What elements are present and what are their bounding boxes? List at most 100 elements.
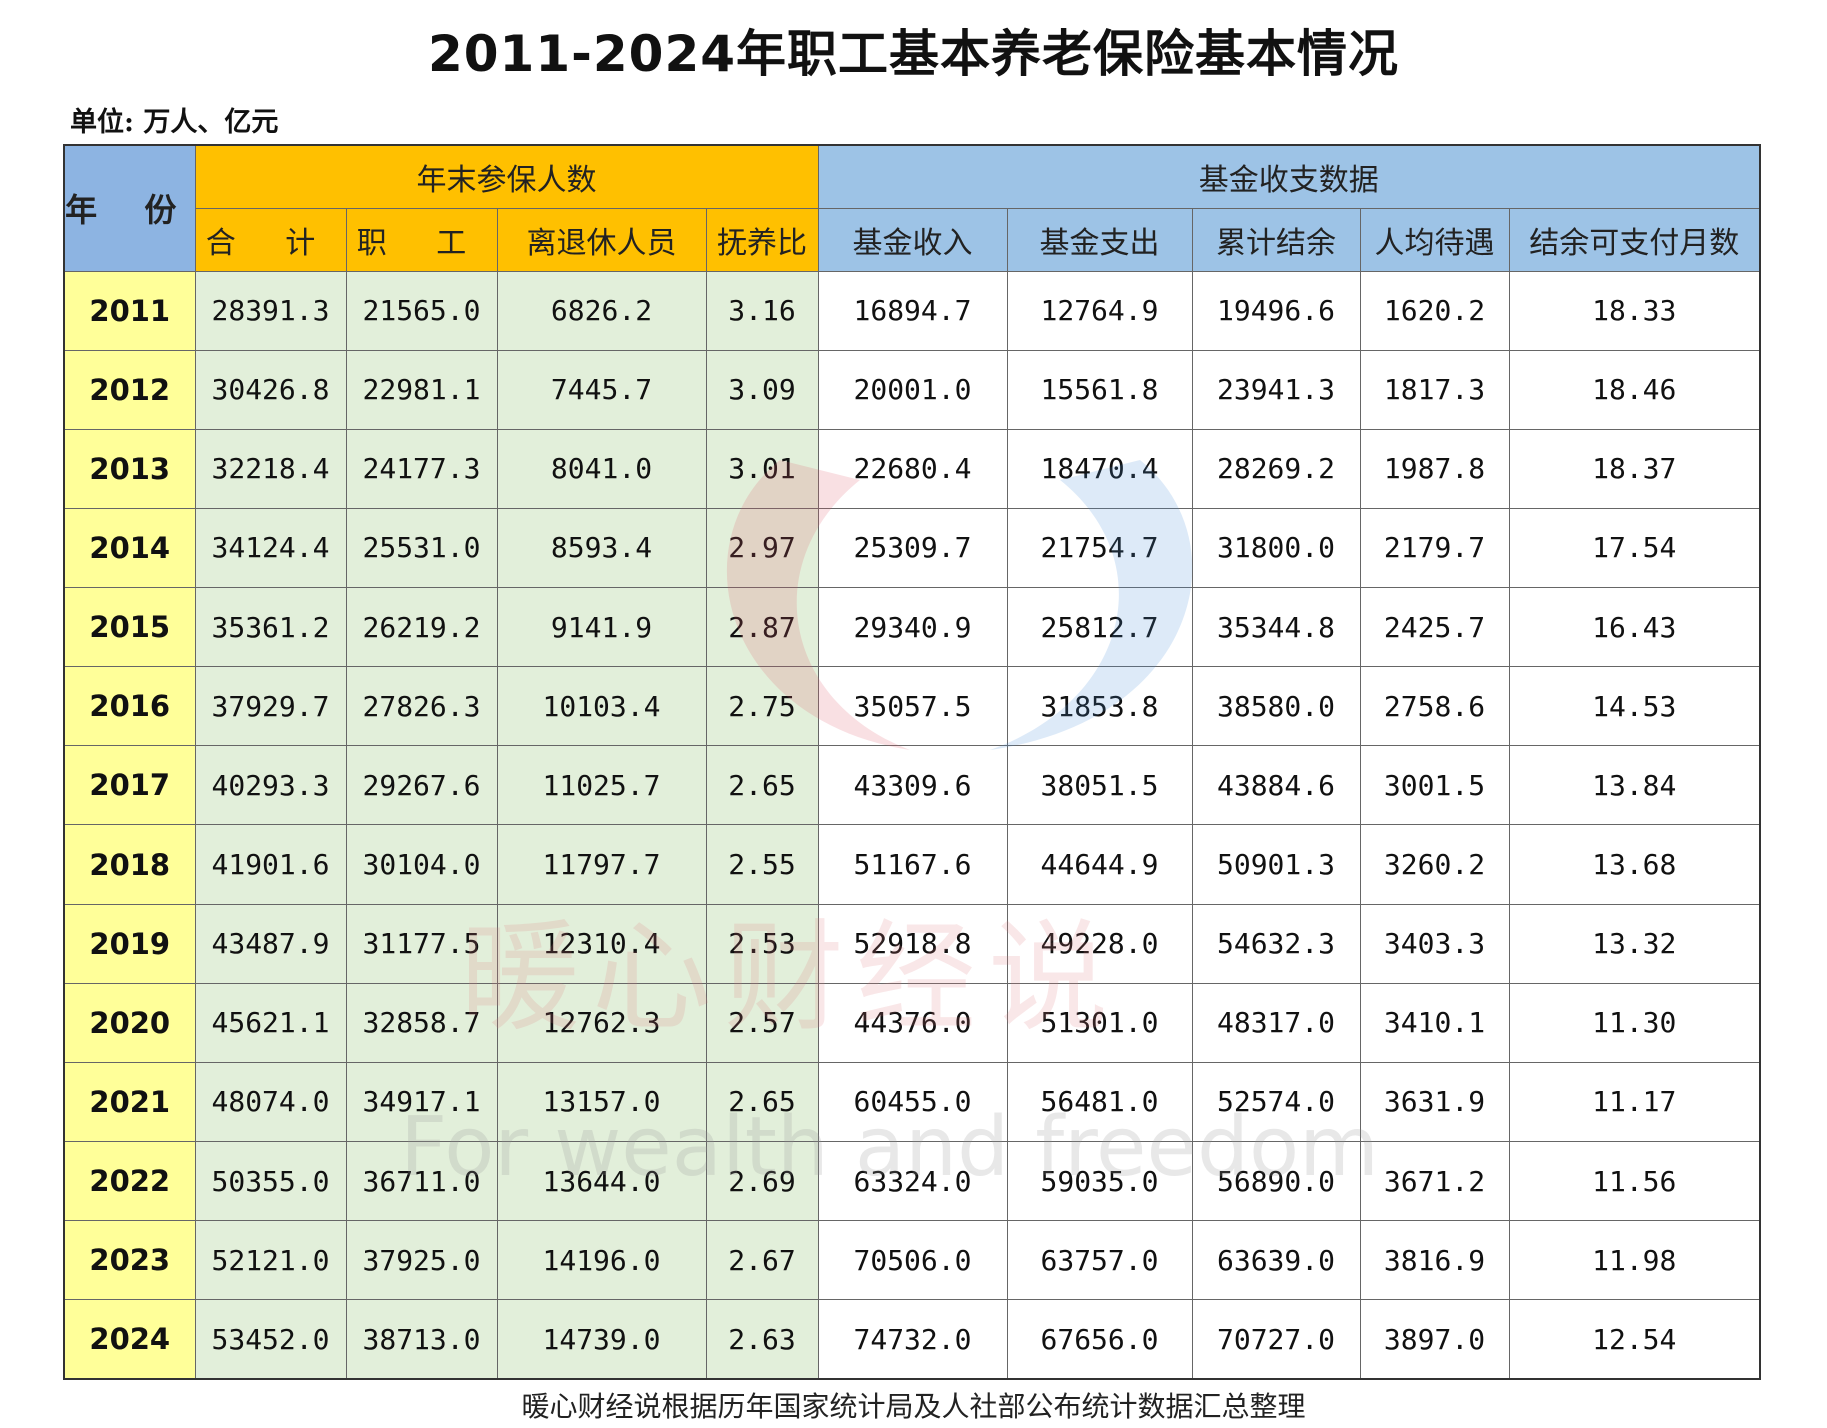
expense-cell: 12764.9 bbox=[1006, 270, 1193, 351]
column-header: 合 计 bbox=[194, 207, 347, 272]
expense-cell: 49228.0 bbox=[1006, 903, 1193, 984]
expense-cell: 31853.8 bbox=[1006, 666, 1193, 747]
year-cell: 2017 bbox=[63, 745, 196, 826]
total-cell: 41901.6 bbox=[194, 824, 347, 905]
workers-cell: 24177.3 bbox=[345, 428, 498, 509]
per-capita-cell: 3410.1 bbox=[1359, 982, 1510, 1063]
workers-cell: 31177.5 bbox=[345, 903, 498, 984]
table-row: 2020 45621.1 32858.7 12762.3 2.57 44376.0 5130… bbox=[63, 982, 1761, 1063]
page-title: 2011-2024年职工基本养老保险基本情况 bbox=[427, 25, 1400, 83]
retirees-cell: 8593.4 bbox=[496, 507, 707, 589]
unit-label: 单位: 万人、亿元 bbox=[70, 107, 279, 138]
income-cell: 44376.0 bbox=[817, 982, 1008, 1063]
column-header: 离退休人员 bbox=[496, 207, 707, 272]
expense-cell: 21754.7 bbox=[1006, 507, 1193, 589]
table-row: 2013 32218.4 24177.3 8041.0 3.01 22680.4 18470… bbox=[63, 428, 1761, 509]
ratio-cell: 2.53 bbox=[705, 903, 819, 984]
insured-group-header: 年末参保人数 bbox=[194, 144, 819, 209]
months-cell: 11.56 bbox=[1508, 1141, 1761, 1222]
year-cell: 2014 bbox=[63, 507, 196, 589]
workers-cell: 27826.3 bbox=[345, 666, 498, 747]
retirees-cell: 11797.7 bbox=[496, 824, 707, 905]
column-header: 结余可支付月数 bbox=[1508, 207, 1761, 272]
total-cell: 40293.3 bbox=[194, 745, 347, 826]
retirees-cell: 13644.0 bbox=[496, 1141, 707, 1222]
balance-cell: 28269.2 bbox=[1191, 428, 1361, 509]
year-cell: 2011 bbox=[63, 270, 196, 351]
months-cell: 13.68 bbox=[1508, 824, 1761, 905]
table-row: 2018 41901.6 30104.0 11797.7 2.55 51167.6 4464… bbox=[63, 824, 1761, 905]
balance-cell: 38580.0 bbox=[1191, 666, 1361, 747]
workers-cell: 37925.0 bbox=[345, 1220, 498, 1301]
total-cell: 48074.0 bbox=[194, 1061, 347, 1143]
table-row: 2014 34124.4 25531.0 8593.4 2.97 25309.7 21754… bbox=[63, 507, 1761, 589]
total-cell: 30426.8 bbox=[194, 349, 347, 430]
income-cell: 74732.0 bbox=[817, 1299, 1008, 1380]
table-row: 2011 28391.3 21565.0 6826.2 3.16 16894.7 12764… bbox=[63, 270, 1761, 351]
table-row: 2022 50355.0 36711.0 13644.0 2.69 63324.0 5903… bbox=[63, 1141, 1761, 1222]
table-row: 2023 52121.0 37925.0 14196.0 2.67 70506.0 6375… bbox=[63, 1220, 1761, 1301]
table-row: 2012 30426.8 22981.1 7445.7 3.09 20001.0 15561… bbox=[63, 349, 1761, 430]
workers-cell: 29267.6 bbox=[345, 745, 498, 826]
ratio-cell: 2.87 bbox=[705, 587, 819, 668]
total-cell: 37929.7 bbox=[194, 666, 347, 747]
workers-cell: 26219.2 bbox=[345, 587, 498, 668]
months-cell: 18.37 bbox=[1508, 428, 1761, 509]
per-capita-cell: 2179.7 bbox=[1359, 507, 1510, 589]
year-cell: 2020 bbox=[63, 982, 196, 1063]
workers-cell: 38713.0 bbox=[345, 1299, 498, 1380]
months-cell: 17.54 bbox=[1508, 507, 1761, 589]
per-capita-cell: 3897.0 bbox=[1359, 1299, 1510, 1380]
workers-cell: 34917.1 bbox=[345, 1061, 498, 1143]
per-capita-cell: 1817.3 bbox=[1359, 349, 1510, 430]
retirees-cell: 14196.0 bbox=[496, 1220, 707, 1301]
retirees-cell: 10103.4 bbox=[496, 666, 707, 747]
balance-cell: 50901.3 bbox=[1191, 824, 1361, 905]
workers-cell: 32858.7 bbox=[345, 982, 498, 1063]
retirees-cell: 14739.0 bbox=[496, 1299, 707, 1380]
workers-cell: 30104.0 bbox=[345, 824, 498, 905]
year-cell: 2024 bbox=[63, 1299, 196, 1380]
ratio-cell: 2.75 bbox=[705, 666, 819, 747]
per-capita-cell: 3816.9 bbox=[1359, 1220, 1510, 1301]
income-cell: 70506.0 bbox=[817, 1220, 1008, 1301]
table-row: 2015 35361.2 26219.2 9141.9 2.87 29340.9 25812… bbox=[63, 587, 1761, 668]
months-cell: 11.17 bbox=[1508, 1061, 1761, 1143]
column-header: 累计结余 bbox=[1191, 207, 1361, 272]
months-cell: 11.98 bbox=[1508, 1220, 1761, 1301]
per-capita-cell: 3260.2 bbox=[1359, 824, 1510, 905]
ratio-cell: 2.57 bbox=[705, 982, 819, 1063]
year-header: 年 份 bbox=[63, 144, 196, 272]
per-capita-cell: 3671.2 bbox=[1359, 1141, 1510, 1222]
retirees-cell: 12310.4 bbox=[496, 903, 707, 984]
workers-cell: 25531.0 bbox=[345, 507, 498, 589]
balance-cell: 56890.0 bbox=[1191, 1141, 1361, 1222]
column-header: 基金收入 bbox=[817, 207, 1008, 272]
income-cell: 51167.6 bbox=[817, 824, 1008, 905]
workers-cell: 22981.1 bbox=[345, 349, 498, 430]
expense-cell: 67656.0 bbox=[1006, 1299, 1193, 1380]
months-cell: 18.46 bbox=[1508, 349, 1761, 430]
retirees-cell: 8041.0 bbox=[496, 428, 707, 509]
months-cell: 13.32 bbox=[1508, 903, 1761, 984]
column-header: 抚养比 bbox=[705, 207, 819, 272]
income-cell: 25309.7 bbox=[817, 507, 1008, 589]
ratio-cell: 2.67 bbox=[705, 1220, 819, 1301]
workers-cell: 21565.0 bbox=[345, 270, 498, 351]
table-row: 2019 43487.9 31177.5 12310.4 2.53 52918.8 4922… bbox=[63, 903, 1761, 984]
table-row: 2021 48074.0 34917.1 13157.0 2.65 60455.0 5648… bbox=[63, 1061, 1761, 1143]
year-cell: 2012 bbox=[63, 349, 196, 430]
per-capita-cell: 2758.6 bbox=[1359, 666, 1510, 747]
ratio-cell: 3.16 bbox=[705, 270, 819, 351]
ratio-cell: 2.55 bbox=[705, 824, 819, 905]
total-cell: 43487.9 bbox=[194, 903, 347, 984]
expense-cell: 51301.0 bbox=[1006, 982, 1193, 1063]
per-capita-cell: 1620.2 bbox=[1359, 270, 1510, 351]
year-cell: 2023 bbox=[63, 1220, 196, 1301]
retirees-cell: 6826.2 bbox=[496, 270, 707, 351]
column-header: 人均待遇 bbox=[1359, 207, 1510, 272]
total-cell: 35361.2 bbox=[194, 587, 347, 668]
balance-cell: 63639.0 bbox=[1191, 1220, 1361, 1301]
retirees-cell: 9141.9 bbox=[496, 587, 707, 668]
expense-cell: 63757.0 bbox=[1006, 1220, 1193, 1301]
